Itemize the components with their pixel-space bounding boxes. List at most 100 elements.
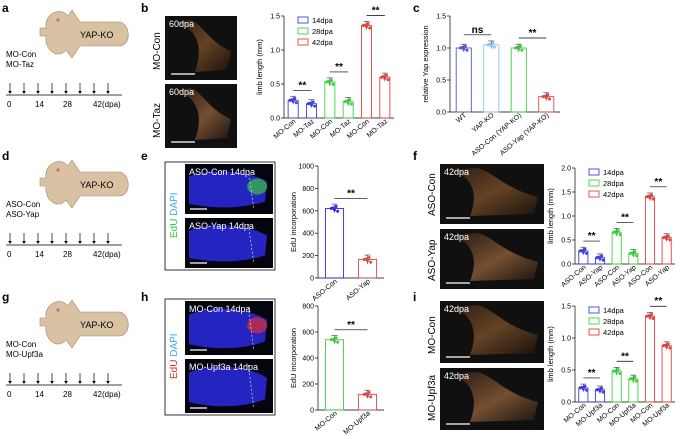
y-tick-label: 200 [302, 253, 314, 260]
arrowhead-icon [106, 241, 110, 244]
data-point [331, 206, 335, 210]
data-point [364, 257, 368, 261]
data-point [600, 386, 604, 390]
data-point [489, 44, 493, 48]
arrowhead-icon [106, 91, 110, 94]
data-point [600, 254, 604, 258]
condition-vertical-label: ASO-Yap [427, 239, 438, 281]
tissue-block-h: MO-Con 14dpa MO-Upf3a 14dpa EdU DAPI [164, 298, 276, 416]
limb-tissue [173, 20, 231, 72]
legend-label: 42dpa [603, 328, 625, 337]
data-point [384, 73, 388, 77]
data-point [581, 250, 585, 254]
significance-label: ** [347, 320, 355, 331]
arrowhead-icon [78, 381, 82, 384]
y-axis-label: relative Yap expression [421, 25, 430, 102]
y-tick-label: 2.0 [561, 166, 571, 173]
data-point [616, 229, 620, 233]
arrowhead-icon [36, 381, 40, 384]
data-point [386, 78, 390, 82]
legend-swatch [588, 317, 600, 325]
legend-swatch [588, 168, 600, 176]
significance-label: ** [335, 62, 343, 73]
legend-label: 28dpa [603, 317, 625, 326]
y-tick-label: 0 [310, 276, 314, 283]
legend-label: 42dpa [603, 190, 625, 199]
panel-letter-b: b [141, 1, 148, 15]
data-point [635, 254, 639, 258]
significance-label: ** [588, 368, 596, 379]
y-tick-label: 0.0 [436, 110, 446, 117]
time-label: 42dpa [444, 232, 469, 242]
panel-letter-c: c [413, 1, 420, 15]
data-point [601, 390, 605, 394]
data-point [367, 391, 371, 395]
y-axis-label: EdU incorporation [289, 328, 298, 388]
data-point [583, 247, 587, 251]
data-point [581, 387, 585, 391]
x-tick-label: YAP-KO [471, 112, 496, 134]
data-point [349, 102, 353, 106]
arrowhead-icon [64, 91, 68, 94]
timeline-tick: 0 [7, 390, 12, 399]
significance-label: ** [588, 231, 596, 242]
dapi-tissue [189, 308, 267, 349]
limb-tissue [448, 168, 538, 216]
x-tick-label: ASO-Yap (YAP-KO) [499, 112, 551, 157]
stain-label: EdU DAPI [169, 333, 180, 379]
data-point [598, 257, 602, 261]
significance-label: ** [654, 296, 662, 307]
condition-vertical-label: MO-Upf3a [427, 374, 438, 421]
dapi-label: DAPI [169, 192, 180, 215]
axolotl-illustration [39, 159, 129, 209]
data-point [651, 317, 655, 321]
significance-label: ** [529, 28, 537, 39]
panel-letter-f: f [413, 149, 418, 163]
data-point [648, 196, 652, 200]
amputation-plane [248, 306, 254, 350]
y-tick-label: 400 [302, 231, 314, 238]
condition-label: ASO-Con [6, 200, 40, 209]
dapi-tissue [189, 366, 267, 407]
section-label: MO-Upf3a 14dpa [189, 362, 258, 372]
y-tick-label: 800 [302, 304, 314, 311]
timeline-unit: (dpa) [102, 250, 121, 259]
legend-swatch [297, 16, 309, 24]
timeline-tick: 28 [63, 100, 72, 109]
legend-swatch [588, 328, 600, 336]
x-tick-label: WT [455, 112, 468, 125]
data-point [334, 336, 338, 340]
timeline-tick: 42 [93, 390, 102, 399]
data-point [334, 205, 338, 209]
legend-swatch [297, 38, 309, 46]
y-tick-label: 0.0 [270, 116, 280, 123]
significance-label: ** [372, 6, 380, 17]
y-tick-label: 0.5 [561, 238, 571, 245]
y-tick-label: 1.0 [561, 336, 571, 343]
edu-signal [247, 178, 268, 195]
y-tick-label: 1.5 [270, 14, 280, 21]
data-point [616, 368, 620, 372]
condition-label: MO-Con [6, 50, 36, 59]
timeline-unit: (dpa) [102, 100, 121, 109]
data-point [365, 25, 368, 29]
y-tick-label: 600 [302, 330, 314, 337]
data-point [585, 251, 589, 255]
bar [379, 76, 391, 119]
y-axis-label: limb length (mm) [546, 326, 555, 382]
arrowhead-icon [36, 91, 40, 94]
y-axis-label: limb length (mm) [546, 188, 555, 244]
data-point [465, 48, 469, 52]
timeline-tick: 0 [7, 250, 12, 259]
data-point [601, 258, 605, 262]
data-point [328, 81, 332, 85]
y-tick-label: 1.5 [436, 14, 446, 21]
photo-block-f: 42dpa ASO-Con 42dpa ASO-Yap [427, 164, 544, 289]
panel-letter-e: e [141, 149, 148, 163]
y-tick-label: 1.0 [561, 214, 571, 221]
bar [611, 231, 622, 265]
condition-vertical-label: MO-Con [427, 316, 438, 354]
data-point [366, 394, 369, 398]
